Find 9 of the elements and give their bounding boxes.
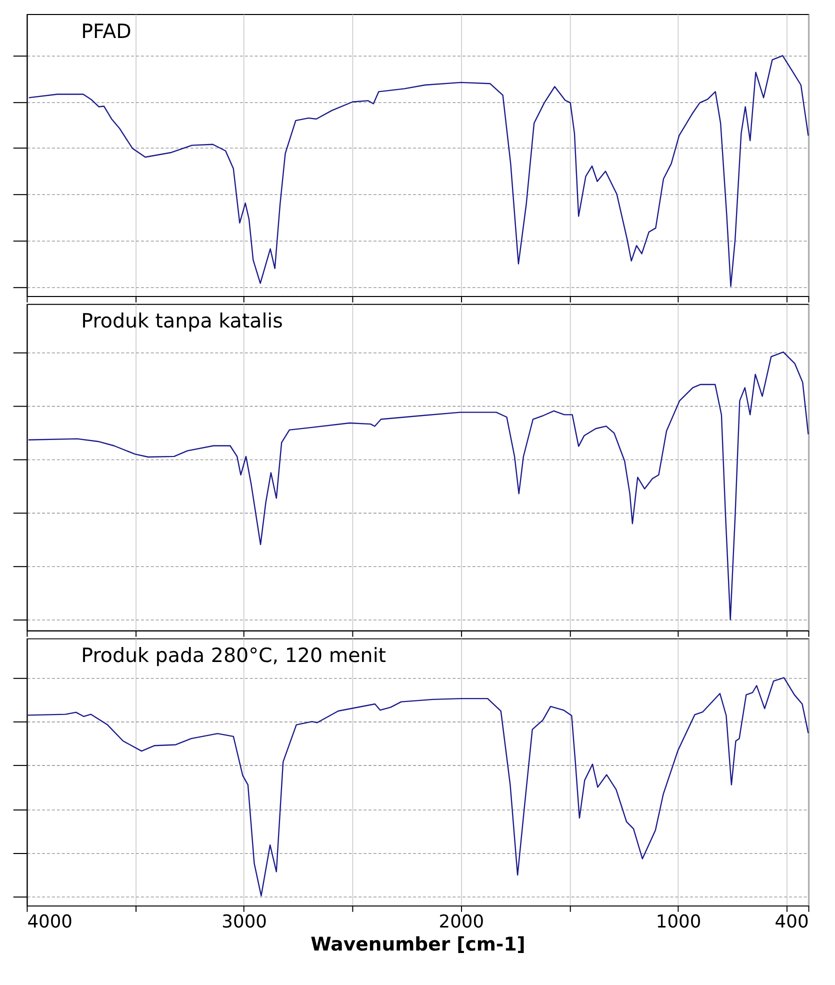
x-tick-label: 1000 [656, 912, 702, 933]
x-axis-title: Wavenumber [cm-1] [310, 934, 526, 956]
text: PFAD [81, 20, 132, 43]
x-tick-label: 2000 [438, 912, 484, 933]
text: Produk tanpa katalis [81, 310, 283, 333]
x-tick-label: 3000 [222, 912, 267, 933]
x-tick-label: 400 [774, 912, 809, 933]
x-tick-label: 4000 [27, 912, 73, 933]
series-label: Produk pada 280°C, 120 menit [81, 644, 386, 668]
